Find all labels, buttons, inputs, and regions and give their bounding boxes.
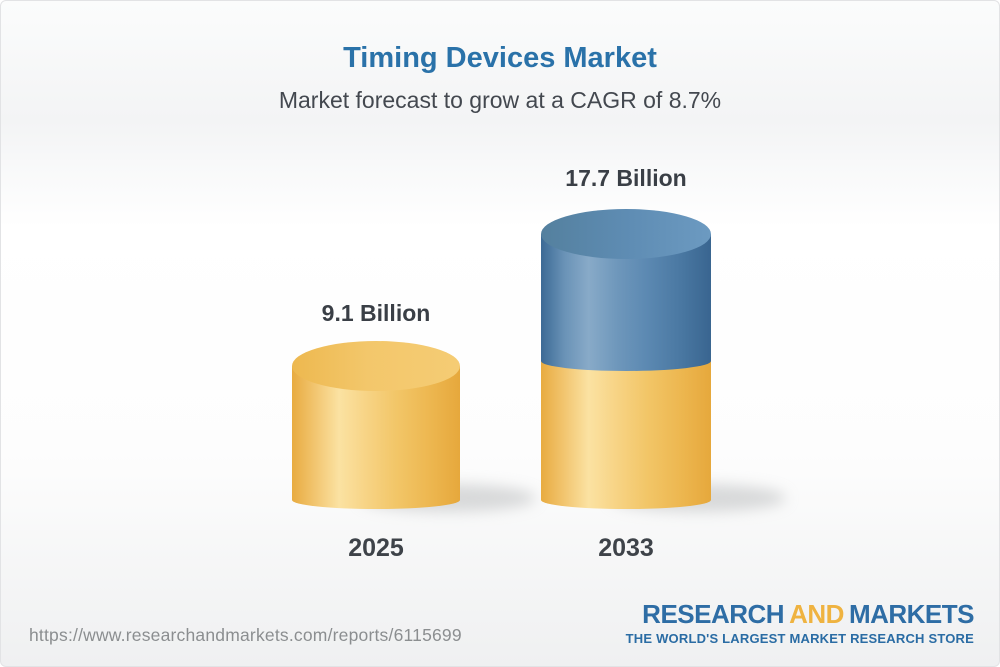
researchandmarkets-logo: RESEARCH AND MARKETS THE WORLD'S LARGEST M… — [625, 601, 975, 646]
report-url: https://www.researchandmarkets.com/repor… — [29, 625, 462, 645]
chart-title: Timing Devices Market — [343, 42, 657, 74]
bar-2033-cylinder — [541, 209, 711, 509]
logo-word-research: RESEARCH — [642, 599, 785, 629]
logo-word-markets: MARKETS — [848, 599, 975, 629]
value-label-2033: 17.7 Billion — [565, 165, 687, 191]
logo-tagline: THE WORLD'S LARGEST MARKET RESEARCH STOR… — [625, 631, 974, 646]
chart-subtitle: Market forecast to grow at a CAGR of 8.7… — [278, 87, 722, 113]
bar-2025-cylinder — [292, 341, 460, 509]
axis-label-2025: 2025 — [348, 534, 404, 562]
logo-word-and: AND — [789, 599, 844, 629]
axis-label-2033: 2033 — [598, 534, 654, 562]
logo-wordmark: RESEARCH AND MARKETS — [626, 601, 974, 627]
value-label-2025: 9.1 Billion — [321, 300, 431, 326]
